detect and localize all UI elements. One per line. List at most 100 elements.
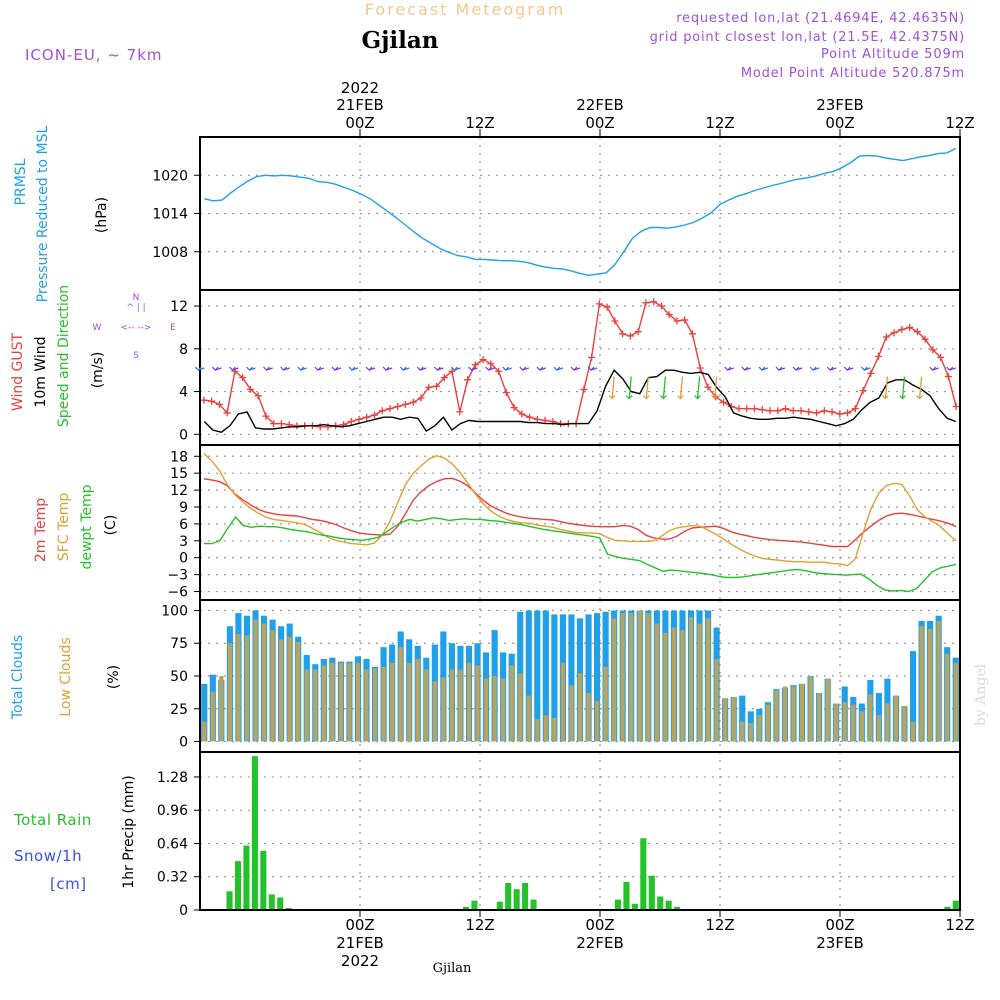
- low-cloud-label: Low Clouds: [58, 637, 74, 716]
- compass-ns-arrows: ^ | |: [126, 303, 145, 313]
- cloud-bar-1: [799, 683, 805, 742]
- wind-direction-arrow: [860, 366, 871, 371]
- gust-point: [913, 328, 921, 336]
- cloud-bar-1: [671, 627, 677, 742]
- arrow-head: [519, 366, 527, 371]
- cloud-bar-1: [774, 690, 779, 742]
- gust-point: [828, 408, 836, 416]
- gust-point: [704, 383, 712, 391]
- grid-coords: grid point closest lon,lat (21.5E, 42.43…: [650, 30, 965, 45]
- temp-frame: [199, 444, 961, 601]
- top-tick-label: 12Z: [945, 114, 974, 132]
- gust-point: [347, 417, 355, 425]
- wind-dir-label: Speed and Direction: [56, 285, 72, 427]
- y-tick-label: 100: [161, 603, 188, 619]
- cloud-bar-0: [585, 614, 592, 742]
- wind-direction-arrow: [741, 366, 751, 371]
- arrow-head: [826, 366, 834, 371]
- y-tick-label: −3: [167, 568, 188, 584]
- cloud-bar-1: [313, 669, 318, 742]
- precip-bar-0: [640, 838, 647, 910]
- y-tick-label: 0: [179, 735, 188, 751]
- y-tick-label: 1.28: [157, 770, 188, 786]
- wind-direction-arrow: [843, 366, 854, 371]
- gust-point: [270, 420, 278, 428]
- cloud-bar-1: [569, 685, 574, 742]
- wind-direction-arrow: [211, 366, 222, 371]
- cloud-bar-1: [859, 711, 864, 742]
- precip-bar-0: [471, 900, 478, 910]
- cloud-bar-1: [740, 721, 745, 742]
- cloud-bar-1: [219, 676, 224, 742]
- arrow-head: [587, 366, 595, 371]
- y-tick-label: 1020: [152, 168, 188, 184]
- cloud-bar-1: [466, 662, 472, 742]
- gust-point: [921, 335, 929, 343]
- gust-point: [688, 330, 696, 338]
- bottom-tick-label: 12Z: [945, 916, 974, 934]
- wind-direction-arrow: [399, 366, 410, 371]
- y-tick-label: 1014: [152, 207, 188, 223]
- gust-point: [402, 400, 410, 408]
- arrow-head: [694, 395, 701, 400]
- gust-point: [673, 317, 681, 325]
- y-tick-label: 0: [179, 903, 188, 919]
- cloud-bar-1: [449, 669, 455, 742]
- gust-point: [246, 385, 254, 393]
- cloud-bar-1: [910, 721, 916, 742]
- y-tick-label: 0.64: [157, 836, 188, 852]
- arrow-head: [263, 366, 271, 371]
- temp-dew-label: dewpt Temp: [79, 484, 95, 569]
- footer-location: Gjilan: [433, 961, 472, 976]
- cloud-bar-0: [551, 614, 558, 742]
- temp-series-2-line: [204, 515, 957, 593]
- gust-point: [526, 413, 534, 421]
- gust-point: [851, 405, 859, 413]
- cloud-bar-0: [909, 651, 917, 742]
- precip-bar-0: [505, 882, 512, 910]
- cloud-bar-1: [526, 695, 531, 742]
- top-tick-label: 00Z: [825, 114, 854, 132]
- cloud-bar-1: [936, 620, 941, 742]
- wind-direction-arrow: [416, 366, 427, 371]
- top-tick-label: 12Z: [465, 114, 494, 132]
- arrow-head: [843, 366, 851, 371]
- gust-point: [665, 311, 673, 319]
- arrow-shaft: [696, 376, 701, 399]
- cloud-bar-1: [620, 613, 625, 742]
- wind-direction-arrow: [775, 366, 786, 371]
- cloud-bar-1: [304, 669, 309, 742]
- wind-direction-arrow: [659, 376, 667, 400]
- arrow-head: [860, 366, 868, 371]
- y-tick-label: 1008: [152, 245, 188, 261]
- precip-unit: 1hr Precip (mm): [121, 775, 137, 888]
- cloud-bar-1: [338, 662, 344, 742]
- cloud-bar-1: [492, 676, 497, 742]
- cloud-bar-1: [202, 721, 207, 742]
- cloud-bar-1: [236, 634, 241, 742]
- cloud-bar-1: [458, 669, 463, 742]
- bottom-tick-label: 12Z: [465, 916, 494, 934]
- y-tick-label: 8: [179, 342, 188, 358]
- requested-coords: requested lon,lat (21.4694E, 42.4635N): [676, 11, 965, 26]
- gust-point: [588, 353, 596, 361]
- gust-point: [277, 420, 285, 428]
- wind-direction-arrow: [331, 366, 342, 371]
- precip-panel: 0.32 0.64 0.96 1.28 0: [157, 751, 961, 919]
- cloud-bar-0: [201, 683, 208, 742]
- arrow-head: [280, 366, 288, 371]
- snow-unit: [cm]: [50, 875, 87, 893]
- gust-point: [324, 423, 332, 431]
- arrow-head: [553, 366, 561, 371]
- wind-direction-arrow: [946, 366, 956, 371]
- gust-point: [603, 303, 611, 311]
- gust-point: [906, 323, 914, 331]
- location-title: Gjilan: [361, 27, 438, 54]
- arrow-shaft: [611, 376, 615, 399]
- arrow-head: [899, 395, 906, 400]
- arrow-shaft: [918, 376, 923, 399]
- arrow-head: [314, 366, 322, 371]
- cloud-bar-1: [705, 618, 711, 742]
- gust-point: [433, 382, 441, 390]
- wind-direction-arrow: [536, 366, 547, 371]
